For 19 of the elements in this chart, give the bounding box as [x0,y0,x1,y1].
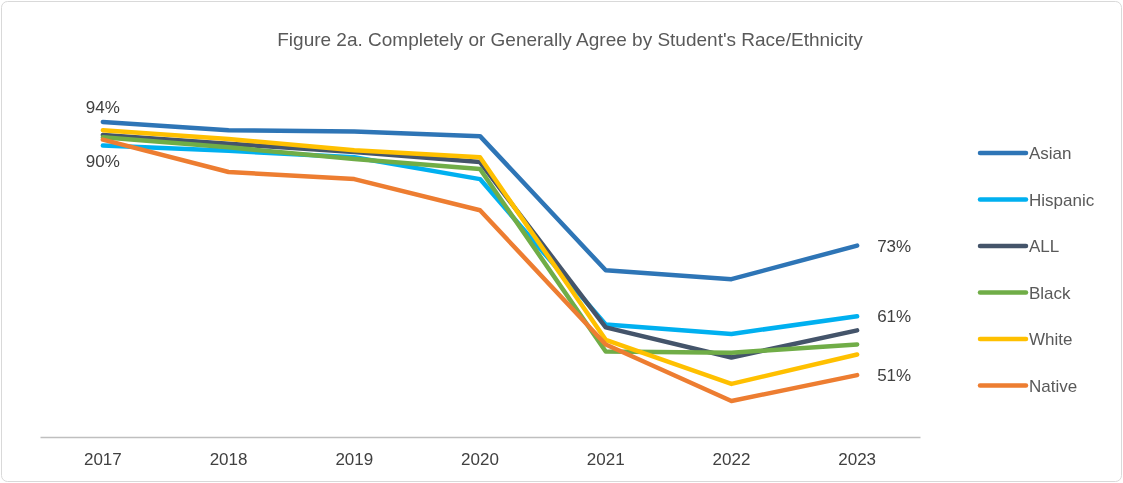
legend-label: Black [1029,283,1072,303]
data-label: 90% [85,151,120,171]
x-tick-label: 2020 [461,450,499,470]
legend-label: Hispanic [1029,190,1095,210]
data-label: 51% [877,366,912,386]
x-tick-label: 2018 [209,450,248,470]
chart-title: Figure 2a. Completely or Generally Agree by Student's Race/Ethnicity [277,29,864,50]
x-tick-label: 2017 [83,450,122,470]
data-label: 73% [877,236,912,256]
x-tick-label: 2019 [335,450,374,470]
x-tick-label: 2023 [838,450,877,470]
legend-label: Native [1029,376,1078,396]
data-label: 94% [85,98,120,117]
x-tick-label: 2022 [712,450,751,470]
legend-label: Asian [1029,144,1072,163]
x-tick-label: 2021 [586,450,625,470]
data-label: 61% [877,307,912,327]
legend-label: White [1029,330,1073,349]
legend-label: ALL [1029,237,1060,256]
